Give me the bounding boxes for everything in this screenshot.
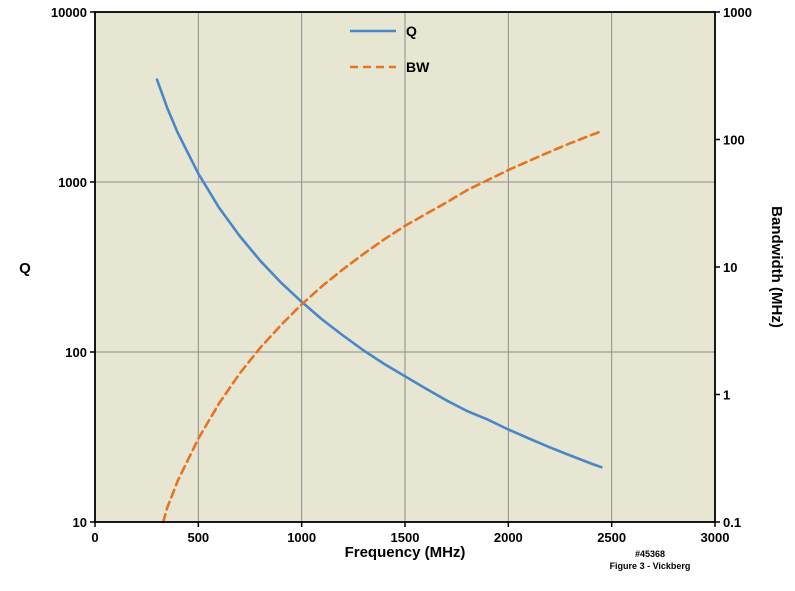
annotation-caption: Figure 3 - Vickberg: [610, 561, 691, 571]
annotation-number: #45368: [635, 549, 665, 559]
legend: Q BW: [350, 23, 430, 75]
x-tick-label: 0: [91, 530, 98, 545]
left-tick-label: 10: [73, 515, 87, 530]
right-tick-label: 10: [723, 260, 737, 275]
left-tick-label: 1000: [58, 175, 87, 190]
x-tick-label: 1000: [287, 530, 316, 545]
q-legend-label: Q: [406, 23, 417, 39]
bw-series-line: [161, 130, 603, 524]
x-tick-label: 3000: [701, 530, 730, 545]
bw-legend-label: BW: [406, 59, 430, 75]
x-tick-label: 1500: [391, 530, 420, 545]
q-series-line: [155, 78, 603, 469]
x-tick-label: 500: [187, 530, 209, 545]
right-tick-label: 0.1: [723, 515, 741, 530]
left-tick-label: 100: [65, 345, 87, 360]
x-axis-title: Frequency (MHz): [345, 544, 466, 561]
axis-ticks: 0 500 1000 1500 2000 2500 30001000010001001010…: [51, 5, 752, 545]
right-tick-label: 100: [723, 133, 745, 148]
x-tick-label: 2500: [597, 530, 626, 545]
gridlines: [95, 12, 715, 522]
left-tick-label: 10000: [51, 5, 87, 20]
x-tick-label: 2000: [494, 530, 523, 545]
right-tick-label: 1000: [723, 5, 752, 20]
left-axis-title: Q: [19, 260, 31, 277]
series-lines: [155, 78, 603, 524]
right-axis-title: Bandwidth (MHz): [768, 206, 785, 328]
right-tick-label: 1: [723, 388, 730, 403]
